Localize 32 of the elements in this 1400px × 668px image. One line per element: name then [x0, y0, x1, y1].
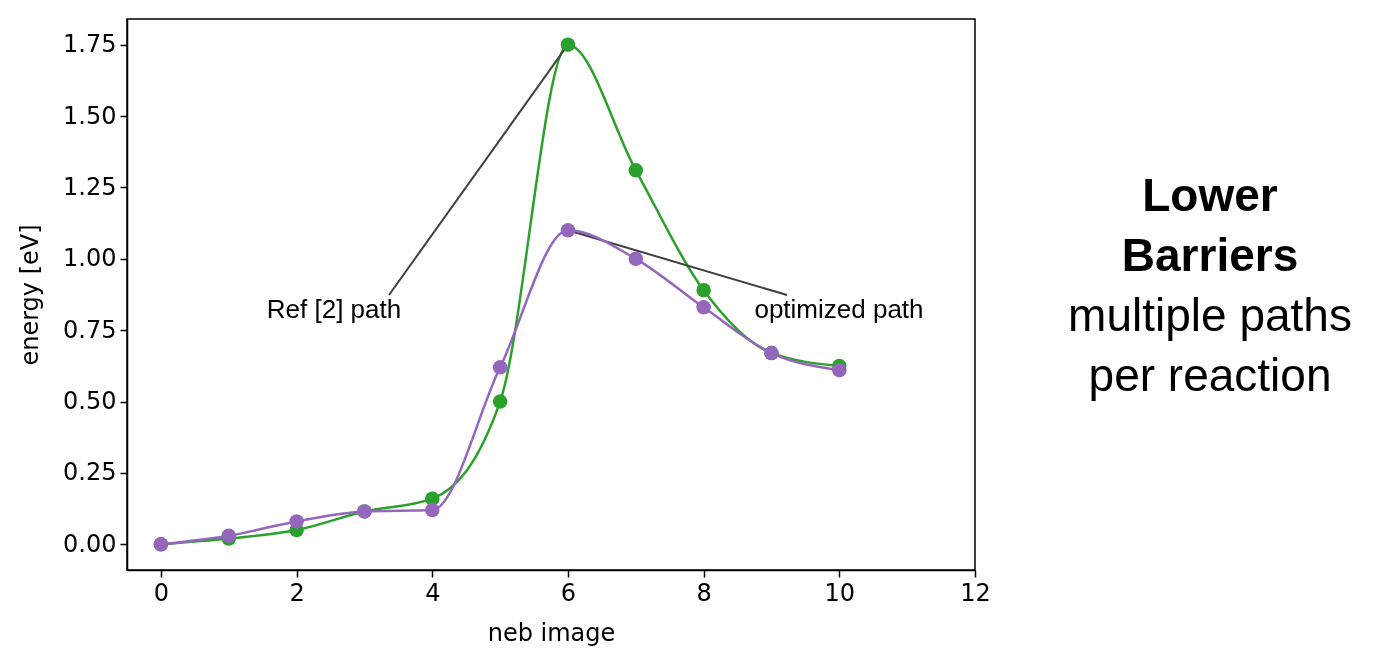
point	[560, 37, 576, 52]
y-tick-label: 1.25	[63, 172, 117, 201]
y-axis-title: energy [eV]	[15, 224, 44, 366]
x-axis-title: neb image	[487, 618, 616, 647]
x-tick-label: 8	[696, 578, 712, 607]
y-tick-label: 1.00	[63, 244, 117, 273]
point	[696, 300, 711, 315]
point	[696, 282, 711, 298]
point	[425, 502, 440, 518]
y-tick-label: 1.50	[63, 101, 117, 130]
point	[289, 514, 304, 529]
y-tick-label: 0.50	[63, 387, 117, 416]
point	[492, 360, 508, 375]
point	[492, 394, 508, 409]
annotation: optimized path	[754, 294, 924, 324]
x-tick-label: 12	[960, 578, 991, 607]
x-tick-label: 6	[560, 578, 577, 607]
x-tick-label: 2	[289, 578, 305, 607]
annotation: Ref [2] path	[266, 294, 402, 324]
y-tick-label: 0.75	[63, 315, 117, 344]
text: Lower Barriers	[1121, 169, 1299, 281]
point	[560, 223, 576, 238]
text: multiple paths per reaction	[1068, 289, 1352, 401]
y-tick-label: 0.25	[63, 458, 117, 487]
point	[628, 251, 644, 267]
point	[832, 362, 847, 378]
x-tick-label: 0	[153, 578, 170, 607]
point	[628, 163, 644, 178]
x-tick-label: 4	[425, 578, 441, 607]
y-tick-label: 0.00	[63, 529, 117, 558]
x-tick-label: 10	[824, 578, 856, 607]
y-tick-label: 1.75	[63, 30, 117, 59]
